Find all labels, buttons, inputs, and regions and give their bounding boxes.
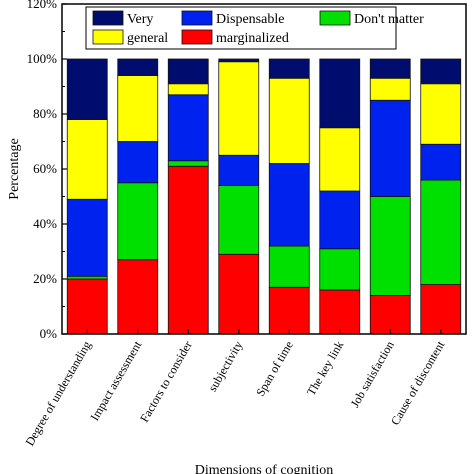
- bar-dispensable-1: [66, 198, 108, 277]
- bar-dispensable-4: [218, 154, 260, 186]
- x-tick-label: Degree of understanding: [22, 339, 93, 449]
- bar-general-1: [66, 119, 108, 200]
- y-axis-label: Percentage: [7, 138, 22, 199]
- bar-marginalized-5: [268, 286, 310, 335]
- legend-swatch-dispensable: [181, 10, 213, 26]
- x-tick-label: Span of time: [253, 339, 296, 399]
- bar-don-t-matter-8: [420, 179, 462, 285]
- bar-general-3: [167, 83, 209, 96]
- bar-marginalized-6: [319, 289, 361, 335]
- bar-don-t-matter-5: [268, 245, 310, 288]
- legend-swatch-don-t-matter: [319, 10, 351, 26]
- bar-don-t-matter-4: [218, 185, 260, 255]
- legend-label-marginalized: marginalized: [216, 31, 289, 46]
- bar-general-7: [369, 77, 411, 101]
- bar-very-6: [319, 58, 361, 129]
- bar-very-8: [420, 58, 462, 85]
- legend-swatch-general: [92, 29, 124, 45]
- bar-dispensable-8: [420, 143, 462, 181]
- bar-marginalized-8: [420, 284, 462, 335]
- y-tick-label: 60%: [33, 161, 57, 176]
- y-tick-label: 80%: [33, 106, 57, 121]
- bar-general-6: [319, 127, 361, 192]
- plot-frame: [61, 3, 467, 335]
- legend-swatch-marginalized: [181, 29, 213, 45]
- x-tick-label: Factors to consider: [137, 338, 195, 424]
- y-tick-label: 20%: [33, 271, 57, 286]
- x-tick-label: subjectivity: [205, 339, 245, 394]
- bar-dispensable-7: [369, 99, 411, 197]
- bar-very-5: [268, 58, 310, 79]
- x-axis-label: Dimensions of cognition: [195, 463, 333, 474]
- bar-dispensable-6: [319, 190, 361, 250]
- y-axis-ticks: 0% 20% 40% 60% 80% 100% 120%: [27, 0, 67, 341]
- y-tick-label: 100%: [27, 51, 58, 66]
- bar-marginalized-1: [66, 278, 108, 335]
- bars-group: [66, 58, 462, 335]
- bar-very-7: [369, 58, 411, 79]
- bar-don-t-matter-3: [167, 160, 209, 167]
- x-tick-label: The key link: [304, 339, 346, 399]
- legend-label-very: Very: [127, 12, 153, 27]
- bar-dispensable-3: [167, 94, 209, 162]
- bar-general-4: [218, 61, 260, 156]
- x-tick-label: Impact assessment: [87, 338, 144, 423]
- bar-don-t-matter-2: [117, 182, 159, 261]
- bar-general-8: [420, 83, 462, 145]
- bar-very-3: [167, 58, 209, 85]
- bar-marginalized-3: [167, 165, 209, 335]
- legend-label-don-t-matter: Don't matter: [354, 12, 424, 27]
- bar-general-5: [268, 77, 310, 164]
- bar-marginalized-7: [369, 295, 411, 335]
- bar-dispensable-2: [117, 141, 159, 184]
- bar-general-2: [117, 75, 159, 142]
- bar-don-t-matter-6: [319, 248, 361, 291]
- legend-label-general: general: [127, 31, 168, 46]
- legend-label-dispensable: Dispensable: [216, 12, 284, 27]
- legend-swatch-very: [92, 10, 124, 26]
- y-tick-label: 0%: [40, 326, 58, 341]
- bar-dispensable-5: [268, 163, 310, 247]
- bar-very-1: [66, 58, 108, 120]
- x-tick-label: Job satisfaction: [348, 339, 397, 410]
- x-tick-label: Cause of discontent: [388, 338, 448, 428]
- bar-marginalized-4: [218, 253, 260, 335]
- bar-marginalized-2: [117, 259, 159, 335]
- y-tick-label: 120%: [27, 0, 58, 11]
- bar-don-t-matter-1: [66, 275, 108, 280]
- y-tick-label: 40%: [33, 216, 57, 231]
- bar-very-4: [218, 58, 260, 63]
- bar-very-2: [117, 58, 159, 76]
- bar-don-t-matter-7: [369, 196, 411, 296]
- legend: Very Dispensable Don't matter general margin…: [85, 6, 424, 50]
